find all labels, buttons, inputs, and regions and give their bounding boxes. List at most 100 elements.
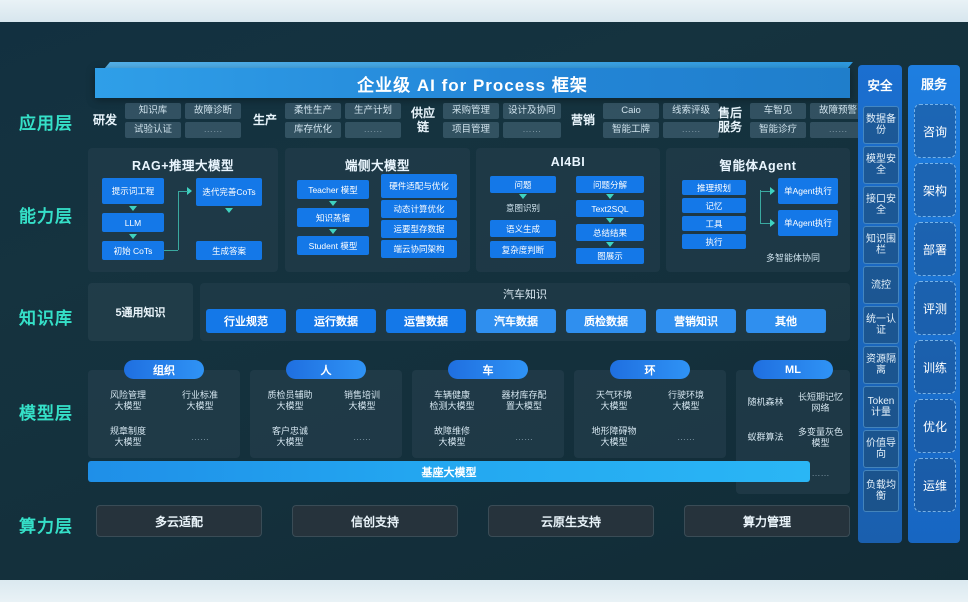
model-item[interactable]: 随机森林 <box>747 397 784 408</box>
security-item-resource-isolation[interactable]: 资源隔离 <box>863 346 899 384</box>
knowledge-general-box[interactable]: 5通用知识 <box>88 283 193 341</box>
model-item[interactable]: 质检员辅助 大模型 <box>267 390 313 411</box>
model-item[interactable]: 地形障碍物 大模型 <box>591 426 637 447</box>
compute-button-cloudnative[interactable]: 云原生支持 <box>488 505 654 537</box>
app-group-after-sales[interactable]: 售后服务 车智见 智能诊疗 故障预警 …… <box>713 98 866 142</box>
cap-node[interactable]: 语义生成 <box>490 220 556 237</box>
cap-node[interactable]: 动态计算优化 <box>381 200 457 218</box>
model-item[interactable]: 销售培训 大模型 <box>343 390 380 411</box>
capability-card-edge[interactable]: 端侧大模型 Teacher 模型 知识蒸馏 Student 模型 硬件适配与优化… <box>285 148 470 272</box>
knowledge-chip[interactable]: 行业规范 <box>206 309 286 333</box>
cap-node[interactable]: 图展示 <box>576 248 644 264</box>
service-item-deployment[interactable]: 部署 <box>914 222 956 276</box>
cap-node[interactable]: 端云协同架构 <box>381 240 457 258</box>
app-group-marketing[interactable]: 营销 Caio 智能工牌 线索评级 …… <box>566 98 719 142</box>
cap-node[interactable]: 工具 <box>682 216 746 231</box>
cap-node[interactable]: 问题 <box>490 176 556 193</box>
app-chip[interactable]: 故障预警 <box>810 102 866 119</box>
model-item[interactable]: 规章制度 大模型 <box>109 426 146 447</box>
security-item-knowledge-fence[interactable]: 知识围栏 <box>863 226 899 264</box>
model-item[interactable]: 行驶环境 大模型 <box>667 390 704 411</box>
model-item[interactable]: 风险管理 大模型 <box>109 390 146 411</box>
security-item-data-backup[interactable]: 数据备份 <box>863 106 899 144</box>
model-item[interactable]: 客户忠诚 大模型 <box>271 426 308 447</box>
cap-node[interactable]: 提示词工程 <box>102 178 164 204</box>
capability-card-ai4bi[interactable]: AI4BI 问题 意图识别 语义生成 复杂度判断 问题分解 Text2SQL 总… <box>476 148 660 272</box>
app-chip[interactable]: 智能诊疗 <box>750 121 806 138</box>
model-card-environment[interactable]: 环 天气环境 大模型 行驶环境 大模型 地形障碍物 大模型 …… <box>574 360 726 458</box>
base-model-bar[interactable]: 基座大模型 <box>88 461 810 482</box>
security-item-unified-auth[interactable]: 统一认证 <box>863 306 899 344</box>
cap-node[interactable]: 单Agent执行 <box>778 178 838 204</box>
cap-node[interactable]: 问题分解 <box>576 176 644 193</box>
service-item-consulting[interactable]: 咨询 <box>914 104 956 158</box>
cap-node[interactable]: 复杂度判断 <box>490 241 556 258</box>
knowledge-chip[interactable]: 营销知识 <box>656 309 736 333</box>
model-item[interactable]: 多变量灰色 模型 <box>797 426 843 448</box>
knowledge-chip[interactable]: 汽车数据 <box>476 309 556 333</box>
cap-node[interactable]: 初始 CoTs <box>102 241 164 260</box>
app-chip[interactable]: 库存优化 <box>285 121 341 138</box>
app-group-production[interactable]: 生产 柔性生产 库存优化 生产计划 …… <box>248 98 401 142</box>
model-item[interactable]: 蚁群算法 <box>747 432 784 443</box>
security-item-model-security[interactable]: 模型安全 <box>863 146 899 184</box>
model-item[interactable]: 长短期记忆 网络 <box>797 391 843 413</box>
model-card-organization[interactable]: 组织 风险管理 大模型 行业标准 大模型 规章制度 大模型 …… <box>88 360 240 458</box>
cap-node[interactable]: 知识蒸馏 <box>297 208 369 227</box>
cap-node[interactable]: 记忆 <box>682 198 746 213</box>
app-chip[interactable]: 采购管理 <box>443 102 499 119</box>
app-chip[interactable]: 生产计划 <box>345 102 401 119</box>
app-chip[interactable]: 智能工牌 <box>603 121 659 138</box>
security-item-value-orientation[interactable]: 价值导向 <box>863 430 899 468</box>
app-chip[interactable]: 故障诊断 <box>185 102 241 119</box>
app-chip[interactable]: 柔性生产 <box>285 102 341 119</box>
cap-node[interactable]: 总结结果 <box>576 224 644 241</box>
model-item[interactable]: 车辆健康 检测大模型 <box>429 390 475 411</box>
cap-node[interactable]: 单Agent执行 <box>778 210 838 236</box>
compute-button-multicloud[interactable]: 多云适配 <box>96 505 262 537</box>
compute-button-compute-mgmt[interactable]: 算力管理 <box>684 505 850 537</box>
knowledge-chip[interactable]: 其他 <box>746 309 826 333</box>
model-item[interactable]: 行业标准 大模型 <box>181 390 218 411</box>
cap-node[interactable]: 执行 <box>682 234 746 249</box>
model-item[interactable]: 天气环境 大模型 <box>595 390 632 411</box>
cap-node[interactable]: 推理规划 <box>682 180 746 195</box>
capability-card-rag[interactable]: RAG+推理大模型 提示词工程 LLM 初始 CoTs 迭代完善CoTs 生成答… <box>88 148 278 272</box>
cap-node[interactable]: 意图识别 <box>505 202 540 213</box>
app-group-rd[interactable]: 研发 知识库 试验认证 故障诊断 …… <box>88 98 241 142</box>
security-item-token-metering[interactable]: Token计量 <box>863 386 899 428</box>
app-chip[interactable]: 项目管理 <box>443 121 499 138</box>
model-item[interactable]: 故障维修 大模型 <box>433 426 470 447</box>
knowledge-chip[interactable]: 质检数据 <box>566 309 646 333</box>
cap-node[interactable]: 运要型存数据 <box>381 220 457 238</box>
security-item-flow-control[interactable]: 流控 <box>863 266 899 304</box>
app-chip[interactable]: 试验认证 <box>125 121 181 138</box>
app-chip[interactable]: 车智见 <box>750 102 806 119</box>
compute-button-xinchuang[interactable]: 信创支持 <box>292 505 458 537</box>
cap-node[interactable]: 迭代完善CoTs <box>196 178 262 206</box>
app-group-supply-chain[interactable]: 供应链 采购管理 项目管理 设计及协同 …… <box>406 98 561 142</box>
cap-node[interactable]: Teacher 模型 <box>297 180 369 199</box>
service-item-architecture[interactable]: 架构 <box>914 163 956 217</box>
capability-card-agent[interactable]: 智能体Agent 推理规划 记忆 工具 执行 单Agent执行 单Agent执行… <box>666 148 850 272</box>
app-chip[interactable]: 线索评级 <box>663 102 719 119</box>
cap-node[interactable]: Student 模型 <box>297 236 369 255</box>
cap-node[interactable]: LLM <box>102 213 164 232</box>
model-card-people[interactable]: 人 质检员辅助 大模型 销售培训 大模型 客户忠诚 大模型 …… <box>250 360 402 458</box>
app-chip[interactable]: 知识库 <box>125 102 181 119</box>
knowledge-chip[interactable]: 运营数据 <box>386 309 466 333</box>
model-card-vehicle[interactable]: 车 车辆健康 检测大模型 器材库存配 置大模型 故障维修 大模型 …… <box>412 360 564 458</box>
model-item[interactable]: 器材库存配 置大模型 <box>501 390 547 411</box>
cap-node[interactable]: 硬件适配与优化 <box>381 174 457 198</box>
service-item-evaluation[interactable]: 评测 <box>914 281 956 335</box>
service-item-operations[interactable]: 运维 <box>914 458 956 512</box>
cap-node[interactable]: 生成答案 <box>196 241 262 260</box>
knowledge-chip[interactable]: 运行数据 <box>296 309 376 333</box>
security-item-load-balancing[interactable]: 负载均衡 <box>863 470 899 512</box>
service-item-training[interactable]: 训练 <box>914 340 956 394</box>
app-chip[interactable]: 设计及协同 <box>503 102 561 119</box>
cap-node[interactable]: Text2SQL <box>576 200 644 217</box>
security-item-api-security[interactable]: 接口安全 <box>863 186 899 224</box>
app-chip[interactable]: Caio <box>603 102 659 119</box>
